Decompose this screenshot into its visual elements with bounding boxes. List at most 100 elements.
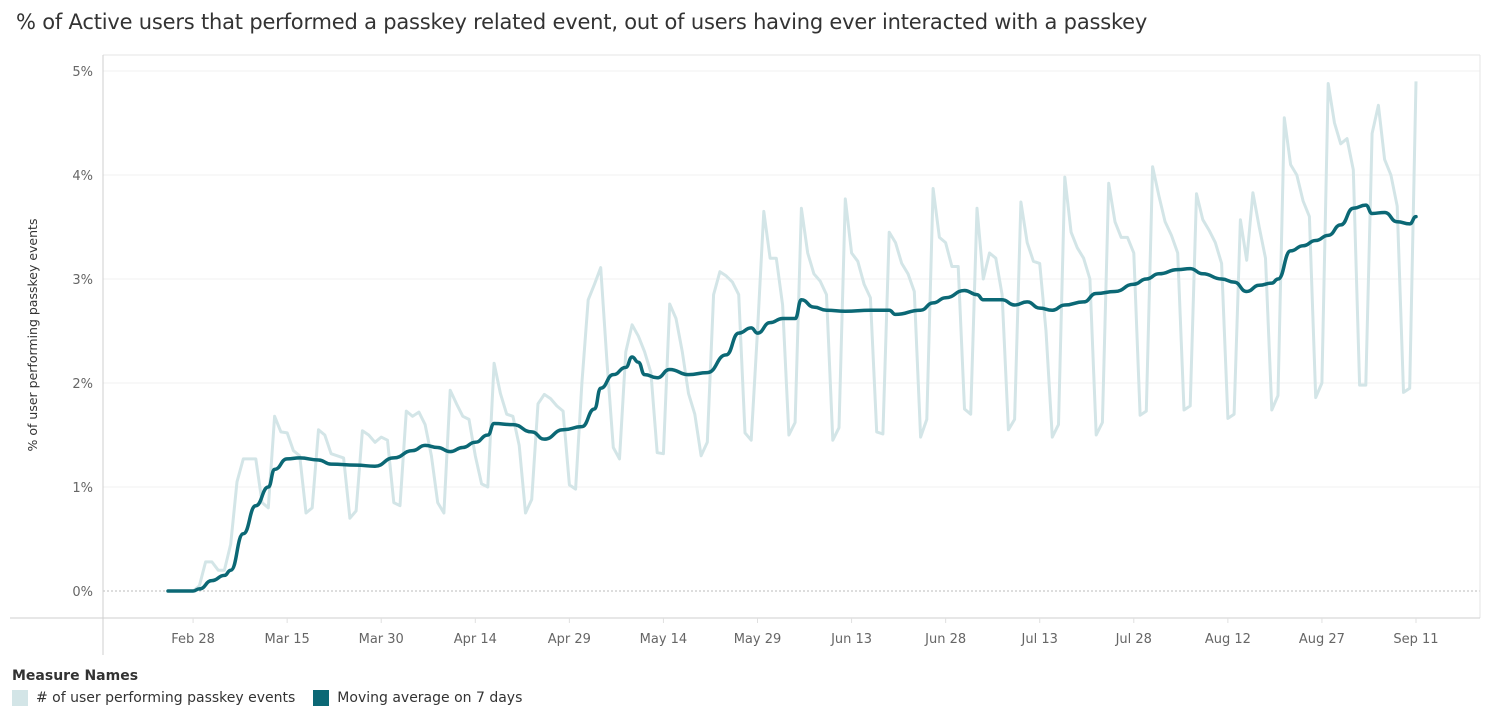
user-count-point[interactable]	[1094, 433, 1098, 437]
user-count-point[interactable]	[730, 280, 734, 284]
moving-average-point[interactable]	[592, 407, 596, 411]
user-count-point[interactable]	[480, 482, 484, 486]
user-count-point[interactable]	[737, 293, 741, 297]
moving-average-point[interactable]	[561, 428, 565, 432]
user-count-point[interactable]	[793, 421, 797, 425]
user-count-point[interactable]	[580, 381, 584, 385]
moving-average-point[interactable]	[981, 298, 985, 302]
moving-average-point[interactable]	[643, 373, 647, 377]
moving-average-point[interactable]	[329, 462, 333, 466]
user-count-point[interactable]	[429, 454, 433, 458]
user-count-point[interactable]	[1408, 386, 1412, 390]
user-count-point[interactable]	[1119, 235, 1123, 239]
user-count-point[interactable]	[1050, 435, 1054, 439]
user-count-point[interactable]	[1019, 200, 1023, 204]
user-count-point[interactable]	[567, 483, 571, 487]
moving-average-point[interactable]	[197, 587, 201, 591]
moving-average-point[interactable]	[317, 458, 321, 462]
user-count-point[interactable]	[599, 266, 603, 270]
user-count-point[interactable]	[630, 323, 634, 327]
user-count-point[interactable]	[279, 430, 283, 434]
user-count-point[interactable]	[1270, 408, 1274, 412]
user-count-point[interactable]	[561, 409, 565, 413]
moving-average-point[interactable]	[1314, 239, 1318, 243]
user-count-point[interactable]	[743, 431, 747, 435]
user-count-point[interactable]	[222, 568, 226, 572]
user-count-point[interactable]	[549, 397, 553, 401]
user-count-point[interactable]	[536, 402, 540, 406]
moving-average-point[interactable]	[1094, 292, 1098, 296]
moving-average-point[interactable]	[1364, 203, 1368, 207]
moving-average-point[interactable]	[1188, 267, 1192, 271]
moving-average-point[interactable]	[944, 296, 948, 300]
user-count-point[interactable]	[1232, 412, 1236, 416]
user-count-point[interactable]	[542, 392, 546, 396]
user-count-point[interactable]	[454, 402, 458, 406]
user-count-point[interactable]	[856, 259, 860, 263]
user-count-point[interactable]	[837, 426, 841, 430]
user-count-point[interactable]	[1013, 417, 1017, 421]
user-count-point[interactable]	[517, 443, 521, 447]
user-count-point[interactable]	[385, 438, 389, 442]
moving-average-point[interactable]	[191, 589, 195, 593]
user-count-point[interactable]	[592, 282, 596, 286]
user-count-point[interactable]	[254, 457, 258, 461]
moving-average-point[interactable]	[285, 457, 289, 461]
user-count-point[interactable]	[248, 457, 252, 461]
user-count-point[interactable]	[887, 230, 891, 234]
moving-average-point[interactable]	[254, 504, 258, 508]
user-count-point[interactable]	[1126, 235, 1130, 239]
moving-average-point[interactable]	[166, 589, 170, 593]
user-count-point[interactable]	[1025, 241, 1029, 245]
user-count-point[interactable]	[781, 303, 785, 307]
moving-average-point[interactable]	[1351, 206, 1355, 210]
moving-average-point[interactable]	[1245, 289, 1249, 293]
user-count-point[interactable]	[467, 417, 471, 421]
moving-average-point[interactable]	[756, 331, 760, 335]
moving-average-point[interactable]	[473, 440, 477, 444]
user-count-point[interactable]	[962, 407, 966, 411]
moving-average-point[interactable]	[1144, 277, 1148, 281]
user-count-point[interactable]	[1383, 157, 1387, 161]
moving-average-point[interactable]	[1289, 249, 1293, 253]
moving-average-point[interactable]	[931, 301, 935, 305]
moving-average-point[interactable]	[624, 365, 628, 369]
user-count-point[interactable]	[749, 438, 753, 442]
moving-average-point[interactable]	[630, 355, 634, 359]
moving-average-point[interactable]	[392, 456, 396, 460]
moving-average-point[interactable]	[1050, 308, 1054, 312]
moving-average-point[interactable]	[266, 485, 270, 489]
user-count-point[interactable]	[1395, 204, 1399, 208]
user-count-point[interactable]	[1332, 121, 1336, 125]
moving-average-point[interactable]	[1257, 283, 1261, 287]
user-count-point[interactable]	[868, 296, 872, 300]
user-count-point[interactable]	[1057, 423, 1061, 427]
moving-average-point[interactable]	[919, 308, 923, 312]
user-count-point[interactable]	[969, 412, 973, 416]
user-count-point[interactable]	[893, 241, 897, 245]
user-count-point[interactable]	[1257, 225, 1261, 229]
user-count-point[interactable]	[1082, 256, 1086, 260]
user-count-point[interactable]	[1195, 192, 1199, 196]
user-count-point[interactable]	[505, 412, 509, 416]
moving-average-point[interactable]	[655, 376, 659, 380]
user-count-point[interactable]	[1238, 218, 1242, 222]
user-count-point[interactable]	[655, 451, 659, 455]
user-count-point[interactable]	[937, 235, 941, 239]
user-count-point[interactable]	[1307, 215, 1311, 219]
moving-average-point[interactable]	[1232, 280, 1236, 284]
moving-average-point[interactable]	[1082, 300, 1086, 304]
user-count-point[interactable]	[1282, 116, 1286, 120]
user-count-point[interactable]	[310, 506, 314, 510]
user-count-point[interactable]	[1151, 165, 1155, 169]
user-count-point[interactable]	[774, 256, 778, 260]
user-count-point[interactable]	[1320, 381, 1324, 385]
user-count-point[interactable]	[806, 251, 810, 255]
moving-average-point[interactable]	[298, 456, 302, 460]
user-count-point[interactable]	[216, 568, 220, 572]
moving-average-point[interactable]	[1176, 268, 1180, 272]
moving-average-point[interactable]	[687, 373, 691, 377]
user-count-point[interactable]	[436, 501, 440, 505]
user-count-point[interactable]	[1144, 409, 1148, 413]
moving-average-point[interactable]	[486, 433, 490, 437]
